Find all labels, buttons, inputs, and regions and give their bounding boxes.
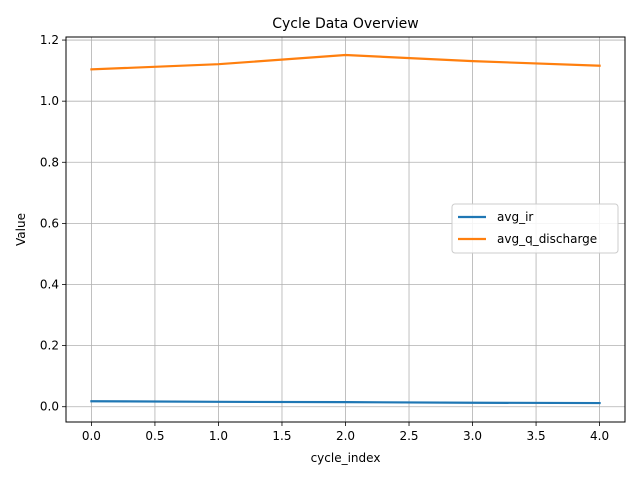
x-tick-label: 1.0 (209, 429, 228, 443)
legend: avg_ir avg_q_discharge (451, 203, 619, 254)
x-tick-label: 0.5 (145, 429, 164, 443)
y-tick-label: 0.4 (40, 278, 59, 292)
y-tick-label: 1.0 (40, 94, 59, 108)
x-tick-label: 3.5 (527, 429, 546, 443)
y-tick-label: 1.2 (40, 33, 59, 47)
y-axis: 0.0 0.2 0.4 0.6 0.8 1.0 1.2 (40, 33, 66, 414)
legend-label: avg_ir (497, 210, 533, 224)
series-layer (90, 53, 601, 405)
y-tick-label: 0.0 (40, 400, 59, 414)
x-axis: 0.0 0.5 1.0 1.5 2.0 2.5 3.0 3.5 4.0 (82, 422, 609, 443)
x-tick-label: 0.0 (82, 429, 101, 443)
x-tick-label: 2.0 (336, 429, 355, 443)
chart-title: Cycle Data Overview (272, 16, 419, 32)
y-tick-label: 0.2 (40, 339, 59, 353)
y-tick-label: 0.8 (40, 155, 59, 169)
legend-label: avg_q_discharge (497, 232, 597, 246)
y-tick-label: 0.6 (40, 216, 59, 230)
series-line-avg-q-discharge (90, 53, 601, 71)
series-line-avg-ir (90, 400, 601, 405)
x-tick-label: 1.5 (272, 429, 291, 443)
x-axis-label: cycle_index (311, 451, 381, 465)
y-axis-label: Value (14, 213, 28, 246)
x-tick-label: 2.5 (399, 429, 418, 443)
legend-box (451, 203, 619, 254)
x-tick-label: 4.0 (590, 429, 609, 443)
x-tick-label: 3.0 (463, 429, 482, 443)
